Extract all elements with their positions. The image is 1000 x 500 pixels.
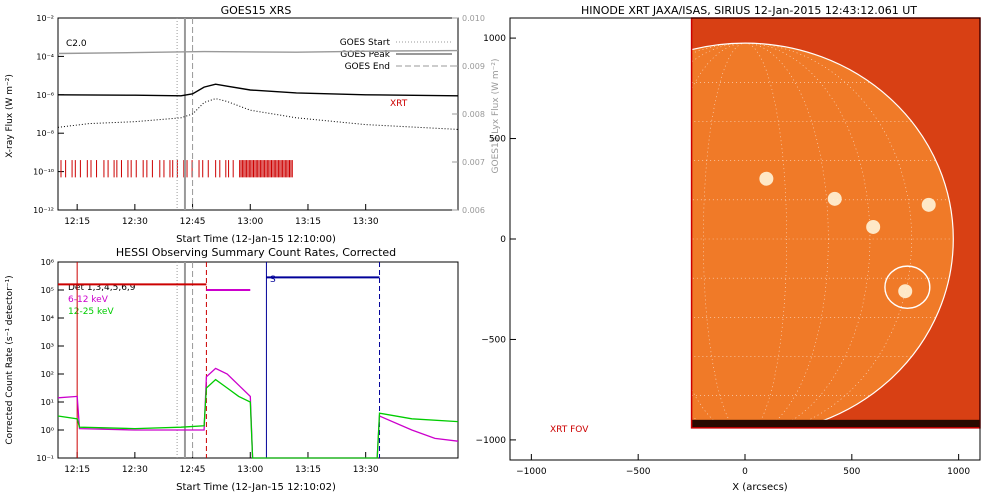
hessi-legend-label: 6-12 keV (68, 295, 109, 305)
active-region-bright-point (759, 171, 774, 186)
goes-x-tick-label: 12:30 (122, 217, 148, 227)
hessi-panel: HESSI Observing Summary Count Rates, Cor… (5, 246, 459, 493)
xrt-y-tick-label: 1000 (483, 34, 506, 44)
goes-y-tick-label: 10⁻⁴ (36, 52, 54, 61)
xrt-xlabel: X (arcsecs) (732, 482, 788, 493)
flare-location-circle (884, 265, 931, 310)
goes-x-tick-label: 12:15 (64, 217, 90, 227)
solar-longitude-line (691, 42, 912, 428)
xrt-bottom-dark-band (691, 419, 980, 428)
goes-xrt-label: XRT (390, 99, 408, 109)
active-region-bright-point (898, 284, 913, 299)
hessi-saa-label: S (270, 275, 276, 285)
hessi-6-12-kev-line (57, 367, 459, 459)
goes-class-label: C2.0 (66, 39, 87, 49)
hessi-y-tick-label: 10⁵ (41, 286, 54, 295)
goes-ylabel: X-ray Flux (W m⁻²) (5, 74, 15, 158)
goes-x-tick-label: 13:15 (295, 217, 321, 227)
goes-legend-label: GOES End (345, 62, 390, 72)
xrt-y-tick-label: 500 (489, 135, 506, 145)
goes-xlabel: Start Time (12-Jan-15 12:10:00) (176, 234, 336, 245)
hessi-x-tick-label: 13:15 (295, 465, 321, 475)
goes-y2-tick-label: 0.008 (462, 110, 485, 119)
hessi-x-tick-label: 12:45 (180, 465, 206, 475)
goes-y-tick-label: 10⁻¹⁰ (33, 168, 54, 177)
hessi-ylabel: Corrected Count Rate (s⁻¹ detector⁻¹) (5, 275, 15, 444)
hessi-y-tick-label: 10⁶ (41, 258, 54, 267)
goes-y-tick-label: 10⁻⁸ (36, 129, 54, 138)
goes-x-tick-label: 12:45 (180, 217, 206, 227)
goes-y2label: GOES15 Lyx Flux (W m⁻²) (491, 59, 501, 174)
hessi-legend-label: 12-25 keV (68, 307, 114, 317)
goes-y2-tick-label: 0.010 (462, 14, 485, 23)
goes-lyx-flux-line (57, 49, 459, 55)
goes-x-tick-label: 13:00 (237, 217, 263, 227)
hessi-legend: Det 1,3,4,5,6,9 6-12 keV 12-25 keV (68, 283, 136, 317)
active-region-bright-point (827, 191, 842, 206)
hessi-y-tick-label: 10³ (41, 342, 54, 351)
solar-limb (691, 42, 954, 428)
hessi-x-tick-label: 12:15 (64, 465, 90, 475)
active-region-bright-point (921, 197, 936, 212)
hessi-xlabel: Start Time (12-Jan-15 12:10:02) (176, 482, 336, 493)
goes-y-tick-label: 10⁻⁶ (36, 91, 54, 100)
xrt-fov-label: XRT FOV (550, 425, 589, 435)
goes-y2-tick-label: 0.006 (462, 206, 485, 215)
goes-short-flux-line (57, 98, 459, 130)
hessi-12-25-kev-line (57, 378, 459, 459)
hessi-x-tick-label: 13:00 (237, 465, 263, 475)
hessi-plot-area: 12:15 12:30 12:45 13:00 13:15 13:30 10⁻¹ 10⁰ 10¹… (36, 258, 459, 475)
goes-legend-label: GOES Peak (340, 50, 390, 60)
goes-y2-tick-label: 0.007 (462, 158, 485, 167)
xrt-image-panel: HINODE XRT JAXA/ISAS, SIRIUS 12-Jan-2015… (476, 4, 981, 493)
xrt-y-tick-label: −500 (481, 335, 506, 345)
xrt-x-tick-label: −500 (626, 467, 651, 477)
hessi-x-tick-label: 12:30 (122, 465, 148, 475)
hessi-y-tick-label: 10⁴ (41, 314, 54, 323)
xrt-x-tick-label: 500 (843, 467, 860, 477)
hessi-title: HESSI Observing Summary Count Rates, Cor… (116, 246, 396, 259)
goes-title: GOES15 XRS (221, 4, 292, 17)
goes-legend: GOES Start GOES Peak GOES End (340, 38, 452, 72)
hessi-x-tick-label: 13:30 (353, 465, 379, 475)
goes-long-flux-line (57, 83, 459, 97)
hessi-y-tick-label: 10¹ (41, 398, 54, 407)
goes-xrs-panel: GOES15 XRS C2.0 XRT Start Time (12-Jan-1… (5, 4, 501, 245)
xrt-y-tick-label: 0 (500, 235, 506, 245)
goes-legend-label: GOES Start (340, 38, 391, 48)
xrt-x-tick-label: 1000 (947, 467, 970, 477)
hessi-y-tick-label: 10⁰ (41, 426, 54, 435)
xrt-title: HINODE XRT JAXA/ISAS, SIRIUS 12-Jan-2015… (581, 4, 917, 17)
xrt-x-tick-label: 0 (742, 467, 748, 477)
hessi-legend-label: Det 1,3,4,5,6,9 (68, 283, 136, 293)
xrt-y-tick-label: −1000 (476, 436, 507, 446)
xrt-disk-group (691, 42, 980, 428)
goes-y-tick-label: 10⁻¹² (33, 206, 54, 215)
goes-y2-tick-label: 0.009 (462, 62, 485, 71)
xrt-axes: −1000 −500 0 500 1000 −1000 −500 0 500 1000 (476, 34, 971, 477)
xrt-image (690, 17, 981, 429)
goes-x-tick-label: 13:30 (353, 217, 379, 227)
xrt-x-tick-label: −1000 (516, 467, 547, 477)
hessi-y-tick-label: 10² (41, 370, 54, 379)
hessi-y-tick-label: 10⁻¹ (36, 454, 54, 463)
solar-disk (691, 43, 954, 428)
goes-y-tick-label: 10⁻² (36, 14, 54, 23)
goes-plot-area: 12:15 12:30 12:45 13:00 13:15 13:30 10⁻¹² 10⁻¹⁰… (33, 14, 485, 227)
goes-plot-frame (57, 17, 459, 211)
active-region-bright-point (866, 219, 881, 234)
